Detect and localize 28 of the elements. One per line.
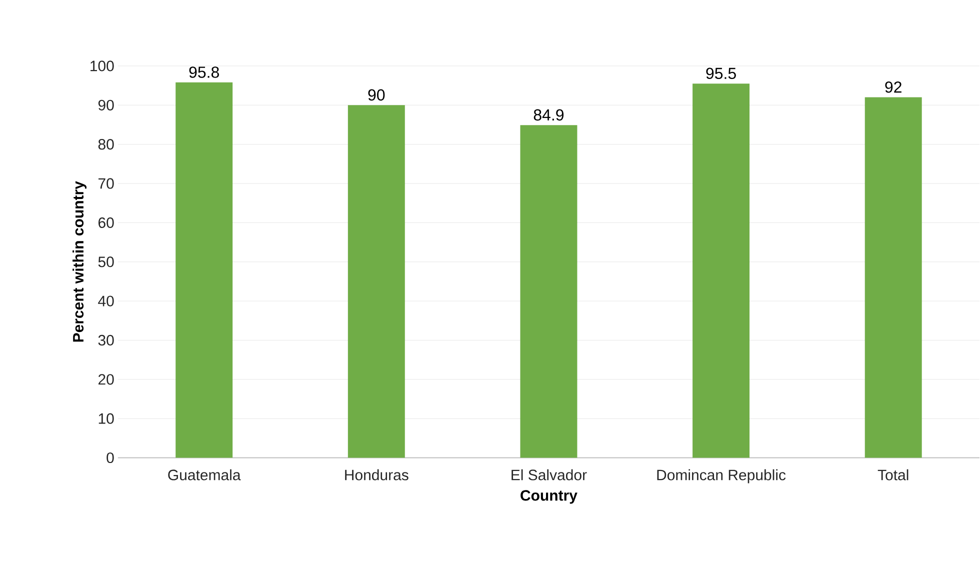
y-tick-label: 50 (98, 256, 114, 268)
y-axis-title: Percent within country (72, 181, 87, 342)
bar (176, 82, 233, 458)
y-tick-label: 70 (98, 178, 114, 189)
x-tick-label: Honduras (345, 469, 408, 480)
y-tick-label: 20 (98, 374, 114, 385)
y-tick-label: 30 (98, 335, 114, 346)
x-tick-label: Total (878, 469, 908, 480)
x-tick-label: El Salvador (512, 469, 587, 480)
y-tick-label: 10 (98, 413, 114, 424)
data-label: 95.8 (189, 66, 219, 78)
y-tick-label: 80 (98, 139, 114, 150)
data-label: 84.9 (534, 109, 564, 121)
bar (348, 105, 405, 458)
bar (864, 97, 922, 458)
y-tick-label: 40 (98, 296, 114, 306)
data-label: 92 (885, 82, 902, 93)
y-tick-label: 0 (106, 452, 114, 464)
data-label: 90 (368, 89, 385, 101)
bar (520, 125, 578, 458)
bar (692, 84, 750, 458)
y-tick-label: 60 (98, 218, 114, 228)
x-tick-label: Domincan Republic (657, 469, 786, 484)
x-tick-label: Guatemala (168, 469, 241, 480)
y-tick-label: 90 (98, 100, 114, 111)
y-tick-label: 100 (90, 60, 114, 72)
x-axis-title: Country (520, 490, 578, 504)
data-label: 95.5 (706, 68, 736, 80)
